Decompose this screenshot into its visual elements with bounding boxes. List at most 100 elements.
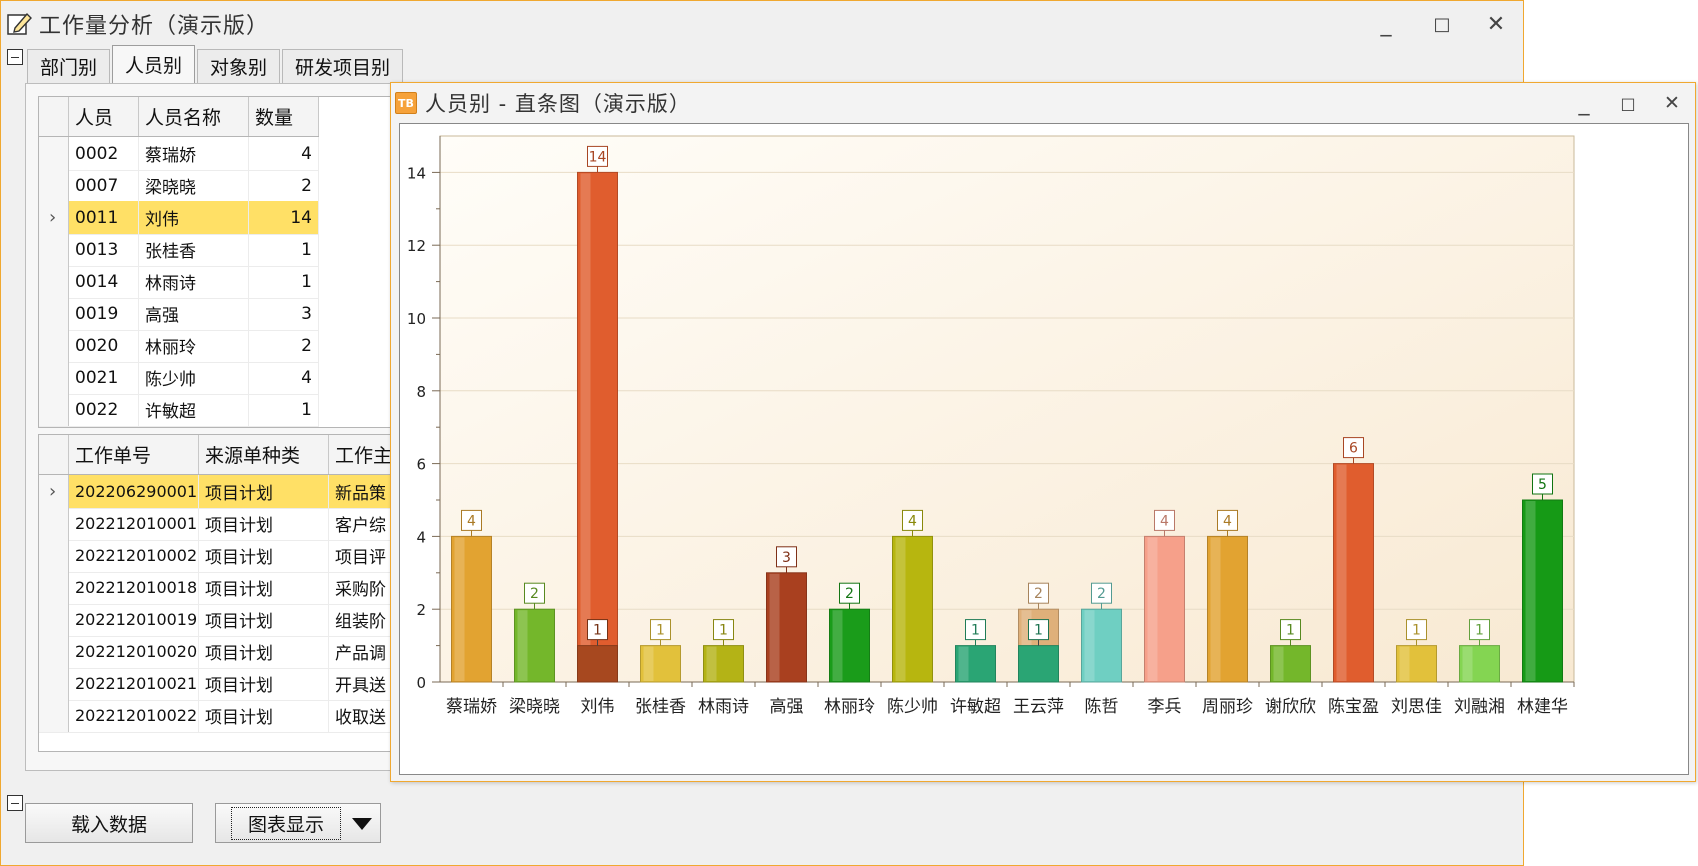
- col-header-source-type[interactable]: 来源单种类: [199, 435, 329, 474]
- cell-count[interactable]: 2: [249, 169, 319, 202]
- minimize-icon[interactable]: _: [1380, 11, 1392, 37]
- cell-person-id[interactable]: 0011: [69, 201, 139, 234]
- dropdown-arrow-icon[interactable]: [352, 818, 372, 830]
- cell-source-type[interactable]: 项目计划: [199, 699, 329, 732]
- cell-work-no[interactable]: 202212010021: [69, 667, 199, 700]
- cell-person-name[interactable]: 蔡瑞娇: [139, 137, 249, 170]
- cell-source-type[interactable]: 项目计划: [199, 635, 329, 668]
- bar-高强[interactable]: [766, 572, 807, 683]
- collapse-bottom-icon[interactable]: [7, 795, 23, 811]
- cell-person-name[interactable]: 梁晓晓: [139, 169, 249, 202]
- cell-person-name[interactable]: 林丽玲: [139, 329, 249, 362]
- person-row[interactable]: 0014 林雨诗 1: [39, 265, 319, 299]
- cell-work-no[interactable]: 202212010002: [69, 539, 199, 572]
- bar-林丽玲[interactable]: [829, 608, 870, 683]
- tab-object[interactable]: 对象别: [197, 49, 281, 83]
- bar-林建华[interactable]: [1522, 499, 1563, 683]
- cell-count[interactable]: 3: [249, 297, 319, 330]
- cell-count[interactable]: 1: [249, 265, 319, 298]
- close-icon[interactable]: ✕: [1486, 11, 1506, 37]
- tab-department[interactable]: 部门别: [27, 49, 111, 83]
- work-order-row[interactable]: 202212010021 项目计划 开具送: [39, 667, 409, 701]
- cell-work-no[interactable]: 202212010020: [69, 635, 199, 668]
- bar-陈宝盈[interactable]: [1333, 463, 1374, 683]
- bar-刘伟[interactable]: [577, 171, 618, 683]
- cell-person-id[interactable]: 0021: [69, 361, 139, 394]
- bar-陈少帅[interactable]: [892, 535, 933, 683]
- cell-person-name[interactable]: 张桂香: [139, 233, 249, 266]
- cell-source-type[interactable]: 项目计划: [199, 507, 329, 540]
- cell-work-no[interactable]: 202212010001: [69, 507, 199, 540]
- cell-source-type[interactable]: 项目计划: [199, 667, 329, 700]
- cell-person-id[interactable]: 0014: [69, 265, 139, 298]
- chart-display-dropdown[interactable]: 图表显示: [215, 803, 381, 843]
- bar-林雨诗[interactable]: [703, 645, 744, 683]
- person-row[interactable]: 0007 梁晓晓 2: [39, 169, 319, 203]
- cell-work-no[interactable]: 202206290001: [69, 475, 199, 508]
- work-order-row[interactable]: 202212010001 项目计划 客户综: [39, 507, 409, 541]
- segment-王云萍[interactable]: [1018, 645, 1059, 683]
- col-header-person[interactable]: 人员: [69, 97, 139, 136]
- cell-count[interactable]: 4: [249, 361, 319, 394]
- cell-count[interactable]: 14: [249, 201, 319, 234]
- cell-source-type[interactable]: 项目计划: [199, 603, 329, 636]
- collapse-top-icon[interactable]: [7, 49, 23, 65]
- cell-person-name[interactable]: 林雨诗: [139, 265, 249, 298]
- work-order-row[interactable]: › 202206290001 项目计划 新品策: [39, 475, 409, 509]
- work-order-row[interactable]: 202212010020 项目计划 产品调: [39, 635, 409, 669]
- col-header-work-no[interactable]: 工作单号: [69, 435, 199, 474]
- chart-maximize-icon[interactable]: □: [1620, 93, 1636, 113]
- person-row[interactable]: 0002 蔡瑞娇 4: [39, 137, 319, 171]
- bar-highlight: [706, 646, 717, 681]
- chart-close-icon[interactable]: ✕: [1664, 92, 1680, 114]
- cell-work-no[interactable]: 202212010018: [69, 571, 199, 604]
- cell-person-name[interactable]: 陈少帅: [139, 361, 249, 394]
- person-grid[interactable]: 人员 人员名称 数量 0002 蔡瑞娇 4 0007 梁晓晓 2 › 0011 刘伟 14 0013…: [38, 96, 410, 428]
- bar-李兵[interactable]: [1144, 535, 1185, 683]
- bar-刘思佳[interactable]: [1396, 645, 1437, 683]
- person-row[interactable]: 0019 高强 3: [39, 297, 319, 331]
- bar-陈哲[interactable]: [1081, 608, 1122, 683]
- person-row[interactable]: 0021 陈少帅 4: [39, 361, 319, 395]
- cell-work-no[interactable]: 202212010022: [69, 699, 199, 732]
- person-row[interactable]: 0022 许敏超 1: [39, 393, 319, 427]
- person-row[interactable]: 0020 林丽玲 2: [39, 329, 319, 363]
- cell-person-id[interactable]: 0007: [69, 169, 139, 202]
- work-order-grid[interactable]: 工作单号 来源单种类 工作主 › 202206290001 项目计划 新品策 20221…: [38, 434, 410, 752]
- cell-person-id[interactable]: 0019: [69, 297, 139, 330]
- cell-person-id[interactable]: 0002: [69, 137, 139, 170]
- bar-许敏超[interactable]: [955, 645, 996, 683]
- cell-count[interactable]: 4: [249, 137, 319, 170]
- cell-person-id[interactable]: 0013: [69, 233, 139, 266]
- bar-谢欣欣[interactable]: [1270, 645, 1311, 683]
- work-order-row[interactable]: 202212010018 项目计划 采购阶: [39, 571, 409, 605]
- row-indicator: [39, 329, 69, 362]
- cell-person-name[interactable]: 刘伟: [139, 201, 249, 234]
- bar-蔡瑞娇[interactable]: [451, 535, 492, 683]
- col-header-person-name[interactable]: 人员名称: [139, 97, 249, 136]
- load-data-button[interactable]: 载入数据: [25, 803, 193, 843]
- cell-work-no[interactable]: 202212010019: [69, 603, 199, 636]
- col-header-count[interactable]: 数量: [249, 97, 319, 136]
- work-order-row[interactable]: 202212010002 项目计划 项目评: [39, 539, 409, 573]
- cell-count[interactable]: 1: [249, 393, 319, 426]
- cell-count[interactable]: 2: [249, 329, 319, 362]
- work-order-row[interactable]: 202212010022 项目计划 收取送: [39, 699, 409, 733]
- maximize-icon[interactable]: □: [1433, 13, 1451, 35]
- cell-source-type[interactable]: 项目计划: [199, 475, 329, 508]
- cell-person-name[interactable]: 高强: [139, 297, 249, 330]
- cell-count[interactable]: 1: [249, 233, 319, 266]
- tab-rd-project[interactable]: 研发项目别: [282, 49, 404, 83]
- tab-person[interactable]: 人员别: [112, 45, 196, 83]
- person-row[interactable]: › 0011 刘伟 14: [39, 201, 319, 235]
- chart-minimize-icon[interactable]: _: [1578, 90, 1590, 116]
- cell-source-type[interactable]: 项目计划: [199, 539, 329, 572]
- person-row[interactable]: 0013 张桂香 1: [39, 233, 319, 267]
- bar-周丽珍[interactable]: [1207, 535, 1248, 683]
- cell-source-type[interactable]: 项目计划: [199, 571, 329, 604]
- cell-person-name[interactable]: 许敏超: [139, 393, 249, 426]
- cell-person-id[interactable]: 0020: [69, 329, 139, 362]
- segment-刘伟[interactable]: [577, 645, 618, 683]
- work-order-row[interactable]: 202212010019 项目计划 组装阶: [39, 603, 409, 637]
- cell-person-id[interactable]: 0022: [69, 393, 139, 426]
